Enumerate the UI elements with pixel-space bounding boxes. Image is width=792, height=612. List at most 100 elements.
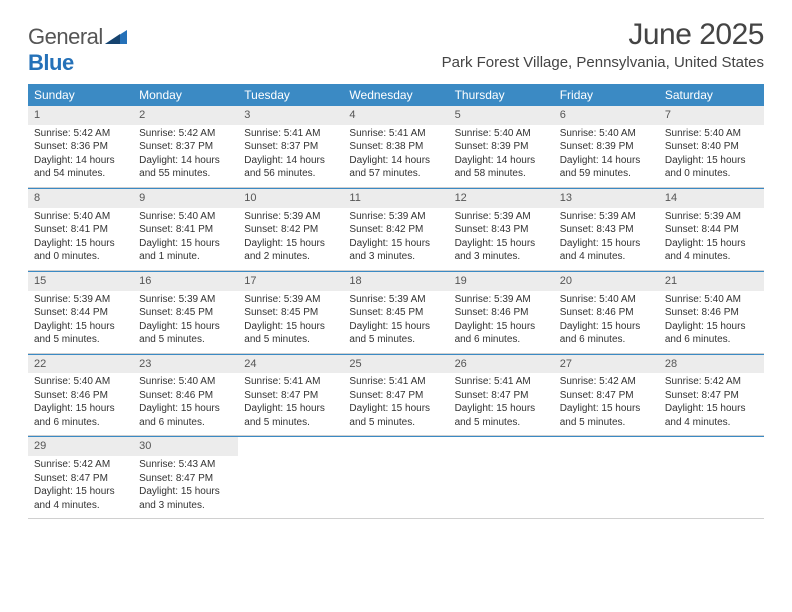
- sunset-line: Sunset: 8:47 PM: [244, 389, 337, 403]
- sunset-line: Sunset: 8:38 PM: [349, 140, 442, 154]
- logo-text: General Blue: [28, 24, 127, 76]
- sunset-line: Sunset: 8:44 PM: [665, 223, 758, 237]
- daylight-line-1: Daylight: 14 hours: [455, 154, 548, 168]
- daylight-line-2: and 4 minutes.: [665, 250, 758, 264]
- day-cell: 15Sunrise: 5:39 AMSunset: 8:44 PMDayligh…: [28, 272, 133, 353]
- day-body: Sunrise: 5:39 AMSunset: 8:44 PMDaylight:…: [659, 210, 764, 264]
- day-body: Sunrise: 5:41 AMSunset: 8:38 PMDaylight:…: [343, 127, 448, 181]
- daylight-line-2: and 6 minutes.: [139, 416, 232, 430]
- daylight-line-1: Daylight: 14 hours: [244, 154, 337, 168]
- day-number: 10: [238, 189, 343, 208]
- daylight-line-1: Daylight: 15 hours: [34, 485, 127, 499]
- daylight-line-2: and 59 minutes.: [560, 167, 653, 181]
- dow-thursday: Thursday: [449, 84, 554, 106]
- day-cell: 14Sunrise: 5:39 AMSunset: 8:44 PMDayligh…: [659, 189, 764, 270]
- day-of-week-header: Sunday Monday Tuesday Wednesday Thursday…: [28, 84, 764, 106]
- day-body: Sunrise: 5:43 AMSunset: 8:47 PMDaylight:…: [133, 458, 238, 512]
- day-body: Sunrise: 5:41 AMSunset: 8:47 PMDaylight:…: [343, 375, 448, 429]
- daylight-line-2: and 5 minutes.: [560, 416, 653, 430]
- day-number: 29: [28, 437, 133, 456]
- sunset-line: Sunset: 8:39 PM: [455, 140, 548, 154]
- empty-day-cell: [343, 437, 448, 518]
- day-cell: 13Sunrise: 5:39 AMSunset: 8:43 PMDayligh…: [554, 189, 659, 270]
- empty-day-cell: [659, 437, 764, 518]
- week-row: 15Sunrise: 5:39 AMSunset: 8:44 PMDayligh…: [28, 271, 764, 354]
- day-number: 6: [554, 106, 659, 125]
- day-number: 7: [659, 106, 764, 125]
- daylight-line-2: and 4 minutes.: [34, 499, 127, 513]
- day-cell: 7Sunrise: 5:40 AMSunset: 8:40 PMDaylight…: [659, 106, 764, 187]
- day-body: Sunrise: 5:42 AMSunset: 8:47 PMDaylight:…: [28, 458, 133, 512]
- daylight-line-1: Daylight: 15 hours: [455, 237, 548, 251]
- sunrise-line: Sunrise: 5:39 AM: [455, 210, 548, 224]
- daylight-line-2: and 5 minutes.: [244, 416, 337, 430]
- sunrise-line: Sunrise: 5:39 AM: [349, 293, 442, 307]
- sunset-line: Sunset: 8:46 PM: [34, 389, 127, 403]
- daylight-line-2: and 4 minutes.: [560, 250, 653, 264]
- day-cell: 19Sunrise: 5:39 AMSunset: 8:46 PMDayligh…: [449, 272, 554, 353]
- calendar-page: General Blue June 2025 Park Forest Villa…: [0, 0, 792, 519]
- daylight-line-1: Daylight: 15 hours: [139, 485, 232, 499]
- day-body: Sunrise: 5:40 AMSunset: 8:46 PMDaylight:…: [133, 375, 238, 429]
- sunset-line: Sunset: 8:42 PM: [244, 223, 337, 237]
- sunrise-line: Sunrise: 5:42 AM: [560, 375, 653, 389]
- daylight-line-2: and 6 minutes.: [665, 333, 758, 347]
- daylight-line-1: Daylight: 15 hours: [244, 237, 337, 251]
- sunset-line: Sunset: 8:47 PM: [560, 389, 653, 403]
- day-body: Sunrise: 5:40 AMSunset: 8:39 PMDaylight:…: [554, 127, 659, 181]
- day-number: 25: [343, 355, 448, 374]
- dow-tuesday: Tuesday: [238, 84, 343, 106]
- daylight-line-2: and 54 minutes.: [34, 167, 127, 181]
- daylight-line-2: and 1 minute.: [139, 250, 232, 264]
- daylight-line-1: Daylight: 14 hours: [349, 154, 442, 168]
- sunrise-line: Sunrise: 5:42 AM: [34, 127, 127, 141]
- daylight-line-2: and 5 minutes.: [34, 333, 127, 347]
- day-body: Sunrise: 5:39 AMSunset: 8:45 PMDaylight:…: [343, 293, 448, 347]
- sunset-line: Sunset: 8:41 PM: [34, 223, 127, 237]
- sunset-line: Sunset: 8:37 PM: [139, 140, 232, 154]
- day-cell: 11Sunrise: 5:39 AMSunset: 8:42 PMDayligh…: [343, 189, 448, 270]
- sunset-line: Sunset: 8:43 PM: [560, 223, 653, 237]
- sunset-line: Sunset: 8:47 PM: [455, 389, 548, 403]
- sunrise-line: Sunrise: 5:40 AM: [560, 127, 653, 141]
- sunset-line: Sunset: 8:37 PM: [244, 140, 337, 154]
- dow-sunday: Sunday: [28, 84, 133, 106]
- day-cell: 21Sunrise: 5:40 AMSunset: 8:46 PMDayligh…: [659, 272, 764, 353]
- day-cell: 17Sunrise: 5:39 AMSunset: 8:45 PMDayligh…: [238, 272, 343, 353]
- day-body: Sunrise: 5:40 AMSunset: 8:41 PMDaylight:…: [133, 210, 238, 264]
- sunset-line: Sunset: 8:46 PM: [139, 389, 232, 403]
- daylight-line-1: Daylight: 15 hours: [455, 402, 548, 416]
- day-number: 4: [343, 106, 448, 125]
- sunrise-line: Sunrise: 5:40 AM: [139, 375, 232, 389]
- sunset-line: Sunset: 8:46 PM: [455, 306, 548, 320]
- day-body: Sunrise: 5:39 AMSunset: 8:45 PMDaylight:…: [133, 293, 238, 347]
- day-cell: 23Sunrise: 5:40 AMSunset: 8:46 PMDayligh…: [133, 355, 238, 436]
- logo-word-blue: Blue: [28, 50, 74, 75]
- daylight-line-2: and 6 minutes.: [455, 333, 548, 347]
- sunrise-line: Sunrise: 5:41 AM: [244, 375, 337, 389]
- daylight-line-1: Daylight: 15 hours: [665, 237, 758, 251]
- sunrise-line: Sunrise: 5:40 AM: [665, 293, 758, 307]
- day-body: Sunrise: 5:39 AMSunset: 8:45 PMDaylight:…: [238, 293, 343, 347]
- day-body: Sunrise: 5:41 AMSunset: 8:47 PMDaylight:…: [238, 375, 343, 429]
- day-number: 8: [28, 189, 133, 208]
- sunrise-line: Sunrise: 5:39 AM: [34, 293, 127, 307]
- day-number: 5: [449, 106, 554, 125]
- sunset-line: Sunset: 8:46 PM: [560, 306, 653, 320]
- day-cell: 29 Sunrise: 5:42 AMSunset: 8:47 PMDayligh…: [28, 437, 133, 518]
- daylight-line-1: Daylight: 15 hours: [560, 320, 653, 334]
- daylight-line-2: and 6 minutes.: [34, 416, 127, 430]
- daylight-line-2: and 5 minutes.: [244, 333, 337, 347]
- daylight-line-2: and 5 minutes.: [139, 333, 232, 347]
- sunrise-line: Sunrise: 5:42 AM: [34, 458, 127, 472]
- day-number: 12: [449, 189, 554, 208]
- daylight-line-1: Daylight: 15 hours: [665, 320, 758, 334]
- day-number: 1: [28, 106, 133, 125]
- day-number: 26: [449, 355, 554, 374]
- day-cell: 27Sunrise: 5:42 AMSunset: 8:47 PMDayligh…: [554, 355, 659, 436]
- day-number: 27: [554, 355, 659, 374]
- dow-saturday: Saturday: [659, 84, 764, 106]
- week-row: 1Sunrise: 5:42 AMSunset: 8:36 PMDaylight…: [28, 106, 764, 188]
- week-row: 29 Sunrise: 5:42 AMSunset: 8:47 PMDayligh…: [28, 436, 764, 519]
- day-cell: 28Sunrise: 5:42 AMSunset: 8:47 PMDayligh…: [659, 355, 764, 436]
